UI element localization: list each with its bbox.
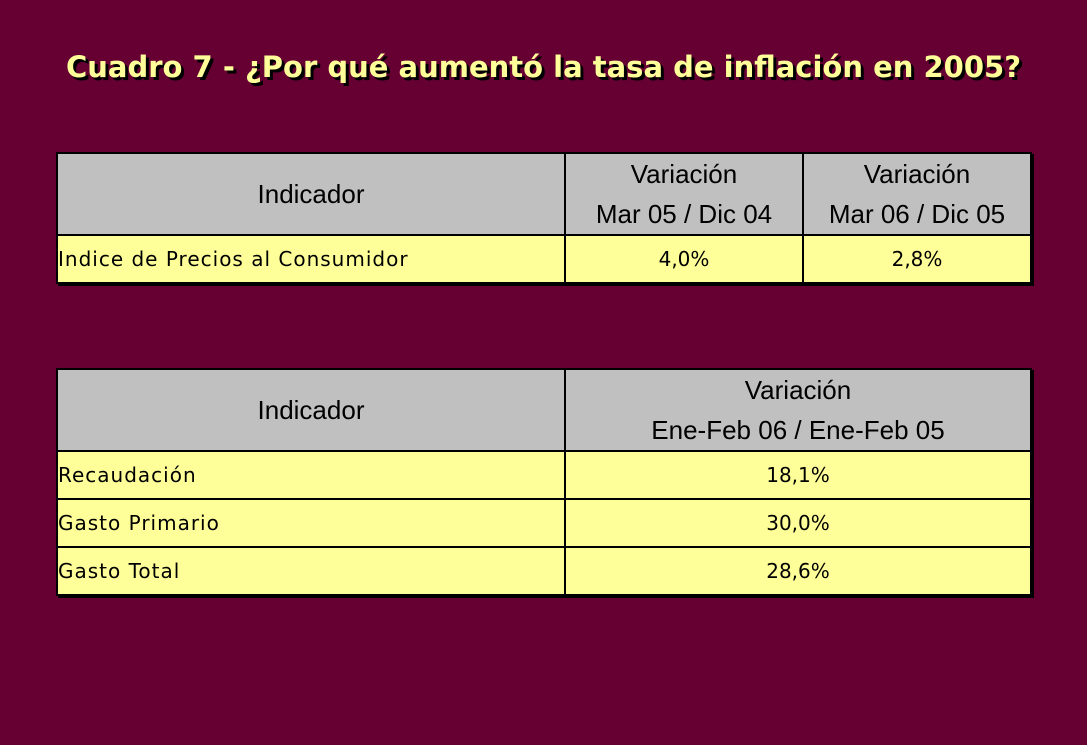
slide-title: Cuadro 7 - ¿Por qué aumentó la tasa de i… <box>65 50 1022 84</box>
row-value: 2,8% <box>802 234 1032 284</box>
header-line: Variación <box>863 159 971 189</box>
cpi-variation-table: Indicador Variación Mar 05 / Dic 04 Vari… <box>56 152 1032 284</box>
table-row: Indice de Precios al Consumidor 4,0% 2,8… <box>56 234 1032 284</box>
fiscal-variation-table: Indicador Variación Ene-Feb 06 / Ene-Feb… <box>56 368 1032 596</box>
row-value: 18,1% <box>564 450 1032 500</box>
header-line: Ene-Feb 06 / Ene-Feb 05 <box>651 415 945 445</box>
header-line: Mar 05 / Dic 04 <box>595 199 773 229</box>
header-line: Variación <box>744 375 852 405</box>
variation-header-mar05-dic04: Variación Mar 05 / Dic 04 <box>564 152 804 236</box>
row-value: 28,6% <box>564 546 1032 596</box>
table-row: Gasto Total 28,6% <box>56 546 1032 596</box>
row-value: 4,0% <box>564 234 804 284</box>
row-label: Gasto Primario <box>56 498 566 548</box>
table-row: Gasto Primario 30,0% <box>56 498 1032 548</box>
table-header-row: Indicador Variación Mar 05 / Dic 04 Vari… <box>56 152 1032 236</box>
row-label: Gasto Total <box>56 546 566 596</box>
header-line: Mar 06 / Dic 05 <box>828 199 1006 229</box>
variation-header-enefeb: Variación Ene-Feb 06 / Ene-Feb 05 <box>564 368 1032 452</box>
indicator-header: Indicador <box>56 368 566 452</box>
table-header-row: Indicador Variación Ene-Feb 06 / Ene-Feb… <box>56 368 1032 452</box>
row-label: Indice de Precios al Consumidor <box>56 234 566 284</box>
row-label: Recaudación <box>56 450 566 500</box>
variation-header-mar06-dic05: Variación Mar 06 / Dic 05 <box>802 152 1032 236</box>
row-value: 30,0% <box>564 498 1032 548</box>
header-line: Variación <box>630 159 738 189</box>
table-row: Recaudación 18,1% <box>56 450 1032 500</box>
indicator-header: Indicador <box>56 152 566 236</box>
